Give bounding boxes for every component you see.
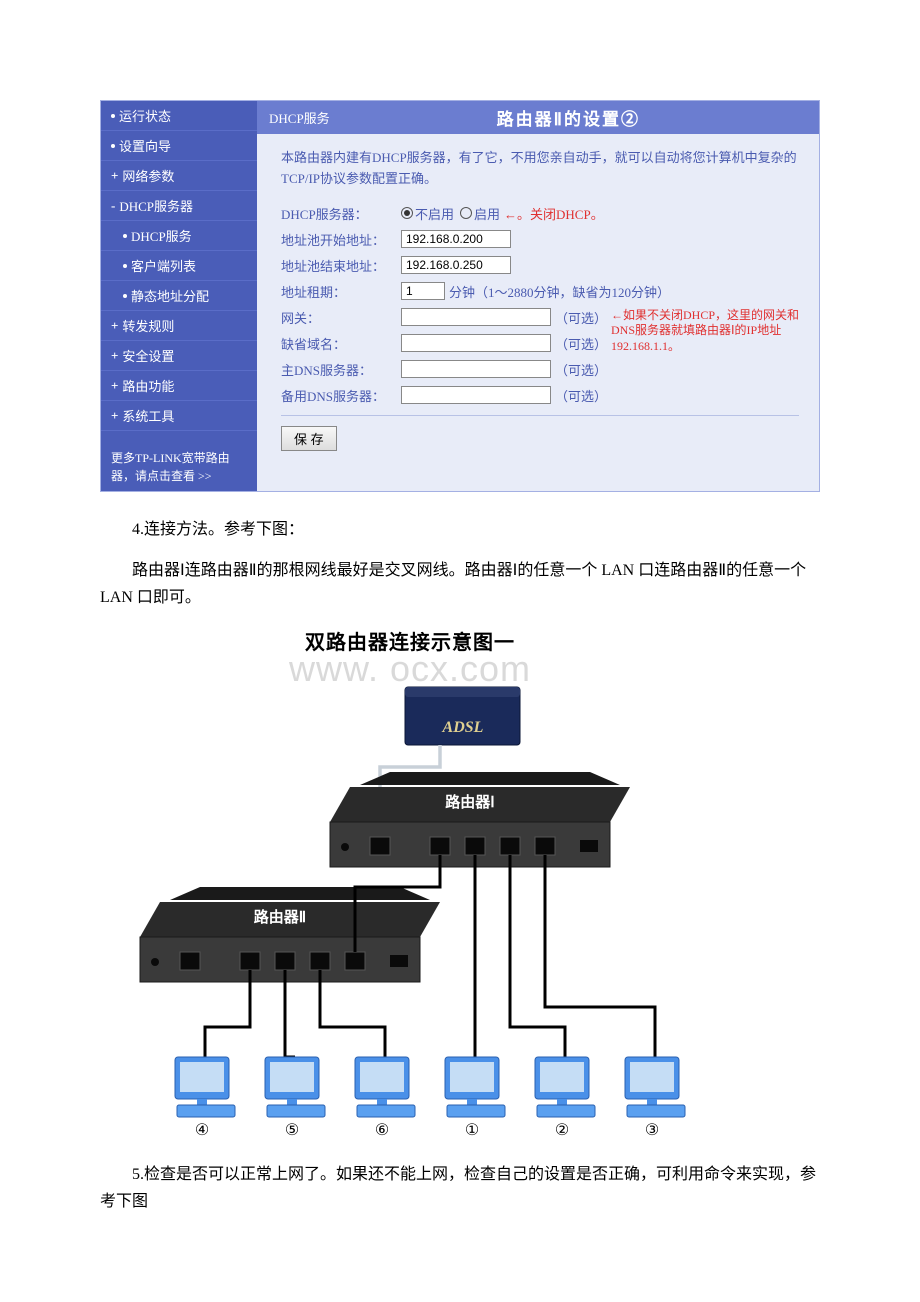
sidebar-item-routing[interactable]: +路由功能 (101, 371, 257, 401)
doc-paragraph-4: 4.连接方法。参考下图： (100, 516, 820, 543)
pc-icon: ⑥ (355, 1057, 415, 1139)
doc-paragraph-5: 5.检查是否可以正常上网了。如果还不能上网，检查自己的设置是否正确，可利用命令来… (100, 1161, 820, 1215)
sidebar-item-network[interactable]: +网络参数 (101, 161, 257, 191)
diagram-title: 双路由器连接示意图一 (130, 626, 690, 655)
pc-icon: ③ (625, 1057, 685, 1139)
input-end-ip[interactable] (401, 256, 511, 274)
input-dns1[interactable] (401, 360, 551, 378)
svg-text:路由器Ⅱ: 路由器Ⅱ (254, 908, 306, 926)
sidebar-item-security[interactable]: +安全设置 (101, 341, 257, 371)
row-dhcp-server: DHCP服务器： 不启用 启用 ←。关闭DHCP。 (281, 204, 799, 223)
main-panel: DHCP服务 路由器Ⅱ的设置② 本路由器内建有DHCP服务器，有了它，不用您亲自… (257, 101, 819, 491)
cable-r1-pc2 (510, 855, 565, 1057)
input-start-ip[interactable] (401, 230, 511, 248)
connection-diagram: 双路由器连接示意图一 www. ocx.com ADSL 路由器Ⅰ (130, 626, 690, 1147)
svg-text:ADSL: ADSL (442, 719, 484, 736)
svg-text:①: ① (465, 1122, 479, 1139)
sidebar-nav: 运行状态 设置向导 +网络参数 -DHCP服务器 DHCP服务 客户端列表 静态… (101, 101, 257, 491)
pc-icon: ⑤ (265, 1057, 325, 1139)
svg-text:④: ④ (195, 1122, 209, 1139)
row-lease: 地址租期： 分钟（1～2880分钟，缺省为120分钟） (281, 282, 799, 301)
sidebar-item-forward[interactable]: +转发规则 (101, 311, 257, 341)
router-2: 路由器Ⅱ (140, 887, 440, 982)
sidebar-item-clients[interactable]: 客户端列表 (101, 251, 257, 281)
cable-r2-pc4 (205, 970, 250, 1057)
sidebar-footer-link[interactable]: 更多TP-LINK宽带路由器，请点击查看 >> (101, 443, 257, 491)
diagram-svg: ADSL 路由器Ⅰ (130, 657, 690, 1147)
row-start-ip: 地址池开始地址： (281, 230, 799, 249)
router-config-panel: 运行状态 设置向导 +网络参数 -DHCP服务器 DHCP服务 客户端列表 静态… (100, 100, 820, 492)
input-dns2[interactable] (401, 386, 551, 404)
sidebar-item-system[interactable]: +系统工具 (101, 401, 257, 431)
sidebar-item-dhcp-service[interactable]: DHCP服务 (101, 221, 257, 251)
pc-icon: ② (535, 1057, 595, 1139)
radio-enable[interactable]: 启用 (460, 204, 500, 223)
adsl-modem: ADSL (405, 687, 520, 745)
input-domain[interactable] (401, 334, 551, 352)
sidebar-item-wizard[interactable]: 设置向导 (101, 131, 257, 161)
save-button[interactable]: 保 存 (281, 426, 337, 451)
doc-paragraph-connection: 路由器Ⅰ连路由器Ⅱ的那根网线最好是交叉网线。路由器Ⅰ的任意一个 LAN 口连路由… (100, 557, 820, 611)
sidebar-item-dhcp[interactable]: -DHCP服务器 (101, 191, 257, 221)
input-gateway[interactable] (401, 308, 551, 326)
pc-icon: ① (445, 1057, 505, 1139)
radio-disable[interactable]: 不启用 (401, 204, 454, 223)
input-lease[interactable] (401, 282, 445, 300)
cable-r2-pc5 (285, 970, 295, 1057)
svg-text:⑤: ⑤ (285, 1122, 299, 1139)
panel-header-label: DHCP服务 (269, 108, 330, 127)
svg-text:路由器Ⅰ: 路由器Ⅰ (445, 793, 494, 811)
row-dns2: 备用DNS服务器： （可选） (281, 386, 799, 405)
svg-text:②: ② (555, 1122, 569, 1139)
row-dns1: 主DNS服务器： （可选） (281, 360, 799, 379)
svg-text:⑥: ⑥ (375, 1122, 389, 1139)
panel-title: 路由器Ⅱ的设置② (330, 105, 807, 130)
sidebar-item-static[interactable]: 静态地址分配 (101, 281, 257, 311)
svg-text:③: ③ (645, 1122, 659, 1139)
cable-r2-pc6 (320, 970, 385, 1057)
panel-description: 本路由器内建有DHCP服务器，有了它，不用您亲自动手，就可以自动将您计算机中复杂… (281, 148, 799, 190)
annotation-gateway-dns: ←如果不关闭DHCP，这里的网关和DNS服务器就填路由器Ⅰ的IP地址192.16… (611, 308, 811, 355)
panel-header: DHCP服务 路由器Ⅱ的设置② (257, 101, 819, 134)
annotation-close-dhcp: ←。关闭DHCP。 (504, 204, 604, 223)
router-1: 路由器Ⅰ (330, 772, 630, 867)
sidebar-item-status[interactable]: 运行状态 (101, 101, 257, 131)
pc-icon: ④ (175, 1057, 235, 1139)
row-end-ip: 地址池结束地址： (281, 256, 799, 275)
